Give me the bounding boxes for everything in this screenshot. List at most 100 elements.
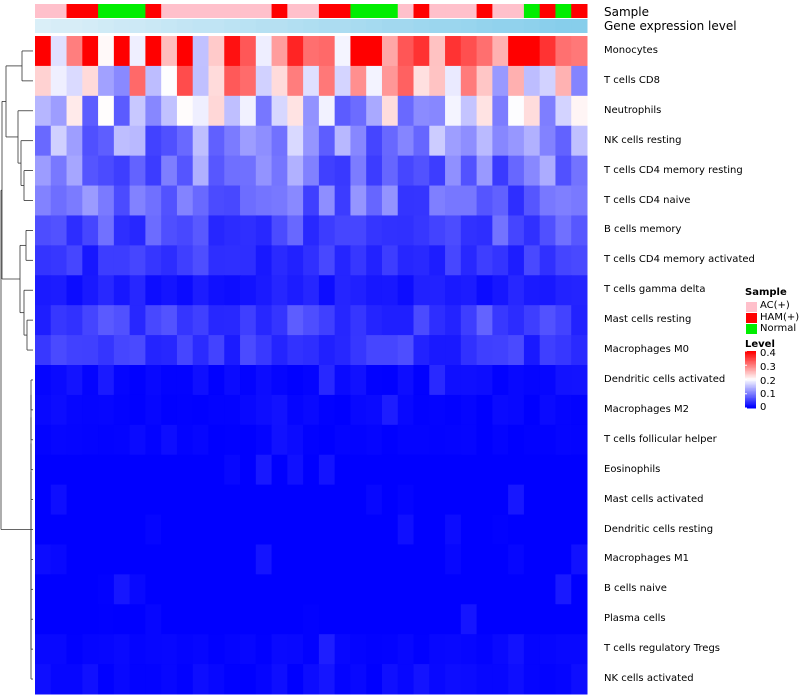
heatmap-cell: [129, 544, 146, 575]
heatmap-cell: [192, 664, 209, 695]
heatmap-cell: [445, 664, 462, 695]
heatmap-cell: [240, 664, 257, 695]
heatmap-cell: [429, 365, 446, 396]
heatmap-cell: [413, 394, 430, 426]
heatmap-cell: [523, 365, 541, 396]
heatmap-cell: [271, 484, 288, 516]
heatmap-cell: [271, 544, 288, 575]
heatmap-cell: [287, 604, 304, 635]
gene-annotation-cell: [492, 19, 509, 33]
heatmap-cell: [318, 95, 336, 127]
legend-level-title: Level: [745, 339, 775, 350]
heatmap-cell: [397, 125, 415, 157]
heatmap-cell: [50, 95, 68, 127]
sample-annotation-cell: [476, 4, 493, 18]
heatmap-cell: [50, 36, 68, 67]
heatmap-cell: [318, 424, 336, 456]
heatmap-cell: [192, 215, 209, 246]
gene-annotation-cell: [66, 19, 83, 33]
heatmap-cell: [161, 275, 178, 306]
heatmap-cell: [82, 275, 99, 306]
level-scale-step: [745, 375, 756, 378]
heatmap-cell: [82, 484, 99, 516]
heatmap-cell: [129, 514, 146, 545]
row-label: Dendritic cells activated: [604, 373, 726, 385]
heatmap-cell: [113, 394, 131, 426]
heatmap-cell: [82, 185, 99, 216]
heatmap-cell: [460, 275, 478, 306]
heatmap-cell: [381, 634, 399, 665]
heatmap-cell: [381, 604, 399, 635]
legend-level-tick-0: 0: [760, 402, 767, 413]
heatmap-cell: [50, 335, 68, 366]
heatmap-cell: [381, 245, 399, 276]
level-scale-step: [745, 373, 756, 376]
heatmap-cell: [192, 125, 209, 157]
heatmap-cell: [334, 634, 351, 665]
sample-annotation-cell: [66, 4, 83, 18]
heatmap-cell: [50, 634, 68, 665]
heatmap-cell: [287, 95, 304, 127]
heatmap-cell: [161, 335, 178, 366]
heatmap-cell: [161, 544, 178, 575]
heatmap-cell: [508, 125, 525, 157]
heatmap-cell: [492, 275, 509, 306]
heatmap-cell: [66, 95, 83, 127]
heatmap-cell: [523, 394, 541, 426]
heatmap-cell: [176, 95, 194, 127]
heatmap-cell: [508, 424, 525, 456]
heatmap-cell: [129, 215, 146, 246]
heatmap-cell: [445, 544, 462, 575]
heatmap-cell: [445, 95, 462, 127]
heatmap-cell: [192, 275, 209, 306]
gene-expression-annotation-bar: [35, 19, 588, 33]
heatmap-cell: [50, 125, 68, 157]
heatmap-cell: [50, 664, 68, 695]
heatmap-cell: [129, 155, 146, 187]
sample-annotation-cell: [192, 4, 209, 18]
heatmap-cell: [523, 514, 541, 545]
heatmap-cell: [66, 125, 83, 157]
row-label: T cells gamma delta: [604, 284, 706, 296]
sample-annotation-cell: [35, 4, 52, 18]
heatmap-cell: [287, 394, 304, 426]
heatmap-cell: [318, 484, 336, 516]
heatmap-cell: [50, 514, 68, 545]
heatmap-cell: [271, 365, 288, 396]
heatmap-cell: [555, 36, 572, 67]
heatmap-cell: [460, 664, 478, 695]
gene-annotation-cell: [82, 19, 99, 33]
heatmap-cell: [334, 275, 351, 306]
heatmap-cell: [255, 275, 273, 306]
gene-annotation-cell: [255, 19, 273, 33]
heatmap-cell: [224, 544, 241, 575]
heatmap-cell: [555, 185, 572, 216]
heatmap-cell: [82, 544, 99, 575]
heatmap-cell: [82, 155, 99, 187]
heatmap-cell: [397, 514, 415, 545]
heatmap-cell: [413, 664, 430, 695]
heatmap-cell: [287, 215, 304, 246]
heatmap-cell: [98, 305, 115, 336]
heatmap-cell: [176, 65, 194, 97]
heatmap-cell: [113, 664, 131, 695]
heatmap-cell: [523, 185, 541, 216]
heatmap-cell: [145, 305, 162, 336]
heatmap-cell: [381, 484, 399, 516]
level-scale-step: [745, 393, 756, 396]
heatmap-cell: [555, 604, 572, 635]
heatmap-cell: [192, 454, 209, 486]
heatmap-cell: [539, 604, 556, 635]
heatmap-cell: [334, 424, 351, 456]
heatmap-cell: [429, 125, 446, 157]
heatmap-cell: [113, 574, 131, 605]
heatmap-cell: [82, 664, 99, 695]
heatmap-cell: [208, 36, 225, 67]
heatmap-cell: [113, 604, 131, 635]
heatmap-cell: [271, 125, 288, 157]
heatmap-cell: [176, 424, 194, 456]
heatmap-cell: [571, 125, 588, 157]
gene-annotation-cell: [287, 19, 304, 33]
heatmap-cell: [539, 514, 556, 545]
sample-annotation-cell: [492, 4, 509, 18]
